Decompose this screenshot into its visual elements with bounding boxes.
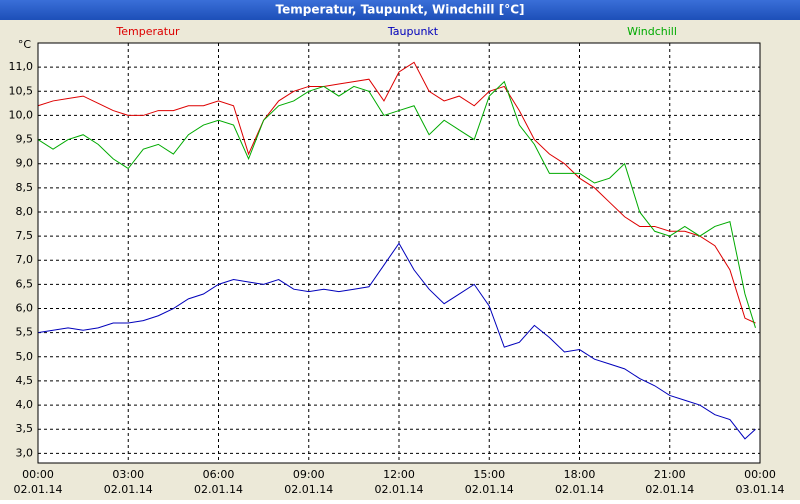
y-tick-label: 6,0 bbox=[16, 302, 34, 315]
plot-border bbox=[37, 42, 761, 464]
x-tick-date: 02.01.14 bbox=[104, 483, 153, 496]
y-tick-label: 8,5 bbox=[16, 181, 34, 194]
legend-label: Windchill bbox=[627, 25, 677, 38]
x-tick-date: 02.01.14 bbox=[284, 483, 333, 496]
x-tick-label: 21:00 bbox=[654, 468, 686, 481]
y-tick-label: 3,5 bbox=[16, 422, 34, 435]
y-tick-label: 7,0 bbox=[16, 253, 34, 266]
y-tick-label: 4,5 bbox=[16, 374, 34, 387]
y-unit: °C bbox=[18, 38, 32, 51]
x-tick-date: 02.01.14 bbox=[645, 483, 694, 496]
x-tick-date: 02.01.14 bbox=[465, 483, 514, 496]
legend-label: Taupunkt bbox=[387, 25, 439, 38]
y-tick-label: 11,0 bbox=[9, 60, 34, 73]
y-tick-label: 4,0 bbox=[16, 398, 34, 411]
series-line bbox=[37, 61, 756, 324]
y-tick-label: 10,0 bbox=[9, 108, 34, 121]
title-bar bbox=[0, 0, 800, 20]
x-tick-label: 15:00 bbox=[473, 468, 505, 481]
y-tick-label: 9,0 bbox=[16, 157, 34, 170]
chart-title: Temperatur, Taupunkt, Windchill [°C] bbox=[276, 3, 525, 17]
x-tick-date: 02.01.14 bbox=[555, 483, 604, 496]
x-tick-date: 02.01.14 bbox=[14, 483, 63, 496]
y-tick-label: 7,5 bbox=[16, 229, 34, 242]
x-tick-label: 06:00 bbox=[203, 468, 235, 481]
x-tick-date: 03.01.14 bbox=[736, 483, 785, 496]
x-tick-label: 09:00 bbox=[293, 468, 325, 481]
series-line bbox=[37, 80, 756, 328]
series-line bbox=[37, 242, 756, 440]
y-tick-label: 3,0 bbox=[16, 446, 34, 459]
x-tick-label: 18:00 bbox=[564, 468, 596, 481]
y-tick-label: 5,0 bbox=[16, 350, 34, 363]
y-tick-label: 8,0 bbox=[16, 205, 34, 218]
x-tick-label: 00:00 bbox=[22, 468, 54, 481]
x-tick-date: 02.01.14 bbox=[194, 483, 243, 496]
x-tick-label: 12:00 bbox=[383, 468, 415, 481]
y-tick-label: 6,5 bbox=[16, 277, 34, 290]
y-tick-label: 5,5 bbox=[16, 326, 34, 339]
y-tick-label: 10,5 bbox=[9, 84, 34, 97]
legend-label: Temperatur bbox=[115, 25, 180, 38]
x-tick-date: 02.01.14 bbox=[375, 483, 424, 496]
x-tick-label: 00:00 bbox=[744, 468, 776, 481]
x-tick-label: 03:00 bbox=[112, 468, 144, 481]
y-tick-label: 9,5 bbox=[16, 133, 34, 146]
